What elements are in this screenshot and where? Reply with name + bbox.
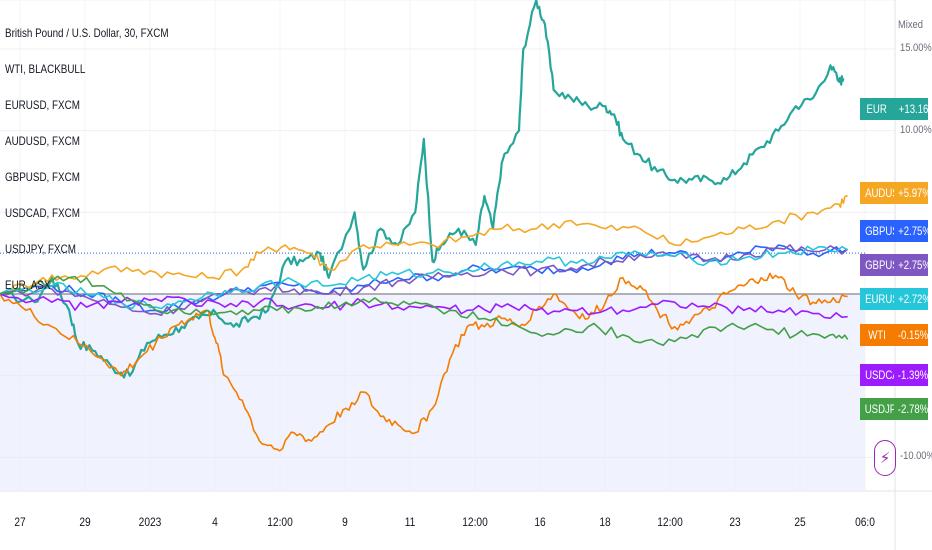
legend-item[interactable]: British Pound / U.S. Dollar, 30, FXCM — [5, 26, 169, 40]
x-tick-label: 4 — [212, 515, 218, 529]
series-value-tag: -1.39% — [894, 364, 928, 386]
series-label-usdjpy[interactable]: USDJPY -2.78% — [860, 398, 928, 420]
series-name-tag: EUR — [860, 98, 894, 120]
series-value-text: -0.15% — [897, 328, 929, 342]
series-name-text: EUR — [866, 102, 888, 116]
scale-mode-label[interactable]: Mixed — [898, 19, 923, 31]
legend-item[interactable]: USDCAD, FXCM — [5, 206, 80, 220]
series-label-gbpusd[interactable]: GBPUSD +2.75% — [860, 254, 931, 276]
x-tick-label: 29 — [79, 515, 91, 529]
series-line-audusd-1[interactable] — [0, 195, 848, 296]
series-line-eur-0[interactable] — [0, 0, 845, 379]
x-tick-label: 16 — [534, 515, 546, 529]
series-name-tag: USDCAD — [860, 364, 906, 386]
x-tick-label: 23 — [729, 515, 741, 529]
series-value-tag: +2.72% — [894, 288, 931, 310]
series-value-text: -2.78% — [897, 402, 929, 416]
legend-item[interactable]: USDJPY, FXCM — [5, 242, 76, 256]
series-name-tag: WTI — [860, 324, 894, 346]
series-value-tag: -0.15% — [894, 324, 928, 346]
x-tick-label: 12:00 — [267, 515, 293, 529]
x-tick-label: 18 — [599, 515, 611, 529]
series-line-usdcad-6[interactable] — [0, 293, 848, 319]
legend-item[interactable]: WTI, BLACKBULL — [5, 62, 86, 76]
y-tick-label: 10.00% — [900, 123, 932, 136]
series-label-wti[interactable]: WTI -0.15% — [860, 324, 928, 346]
x-tick-label: 27 — [14, 515, 26, 529]
series-value-text: -1.39% — [897, 368, 929, 382]
series-value-text: +13.16% — [898, 102, 932, 116]
x-tick-label: 2023 — [138, 515, 162, 529]
legend-item[interactable]: EURUSD, FXCM — [5, 98, 80, 112]
series-label-gbpusd[interactable]: GBPUSD +2.75% — [860, 220, 931, 242]
x-tick-label: 12:00 — [657, 515, 683, 529]
series-line-gbpusd-3[interactable] — [0, 244, 849, 316]
series-value-tag: +2.75% — [894, 220, 931, 242]
series-label-usdcad[interactable]: USDCAD -1.39% — [860, 364, 928, 386]
series-value-text: +5.97% — [898, 186, 931, 200]
series-value-text: +2.75% — [898, 258, 931, 272]
series-value-text: +2.72% — [898, 292, 931, 306]
series-name-tag: GBPUSD — [860, 254, 906, 276]
series-line-eurusd-4[interactable] — [0, 245, 849, 310]
series-name-tag: USDJPY — [860, 398, 903, 420]
series-value-text: +2.75% — [898, 224, 931, 238]
legend-item[interactable]: EUR, ASX — [5, 278, 51, 292]
series-label-eur[interactable]: EUR +13.16% — [860, 98, 932, 120]
series-line-usdjpy-7[interactable] — [0, 275, 849, 347]
series-label-audusd[interactable]: AUDUSD +5.97% — [860, 182, 931, 204]
series-value-tag: -2.78% — [894, 398, 928, 420]
x-tick-label: 25 — [794, 515, 806, 529]
y-tick-label: -10.00% — [900, 450, 932, 463]
series-name-tag: AUDUSD — [860, 182, 906, 204]
legend-item[interactable]: GBPUSD, FXCM — [5, 170, 80, 184]
series-name-tag: GBPUSD — [860, 220, 906, 242]
series-value-tag: +5.97% — [894, 182, 931, 204]
legend-item[interactable]: AUDUSD, FXCM — [5, 134, 80, 148]
x-tick-label: 11 — [404, 515, 416, 529]
y-tick-label: 15.00% — [900, 42, 932, 54]
main-series-area — [0, 294, 865, 490]
x-tick-label: 06:0 — [855, 515, 875, 529]
series-value-tag: +13.16% — [894, 98, 932, 120]
series-name-text: WTI — [868, 328, 886, 342]
series-line-wti-5[interactable] — [0, 272, 848, 452]
lightning-bolt-icon[interactable]: ⚡ — [874, 440, 896, 476]
x-tick-label: 9 — [342, 515, 348, 529]
series-name-tag: EURUSD — [860, 288, 906, 310]
series-value-tag: +2.75% — [894, 254, 931, 276]
series-label-eurusd[interactable]: EURUSD +2.72% — [860, 288, 931, 310]
series-name-text: USDJPY — [864, 402, 903, 416]
x-tick-label: 12:00 — [462, 515, 488, 529]
